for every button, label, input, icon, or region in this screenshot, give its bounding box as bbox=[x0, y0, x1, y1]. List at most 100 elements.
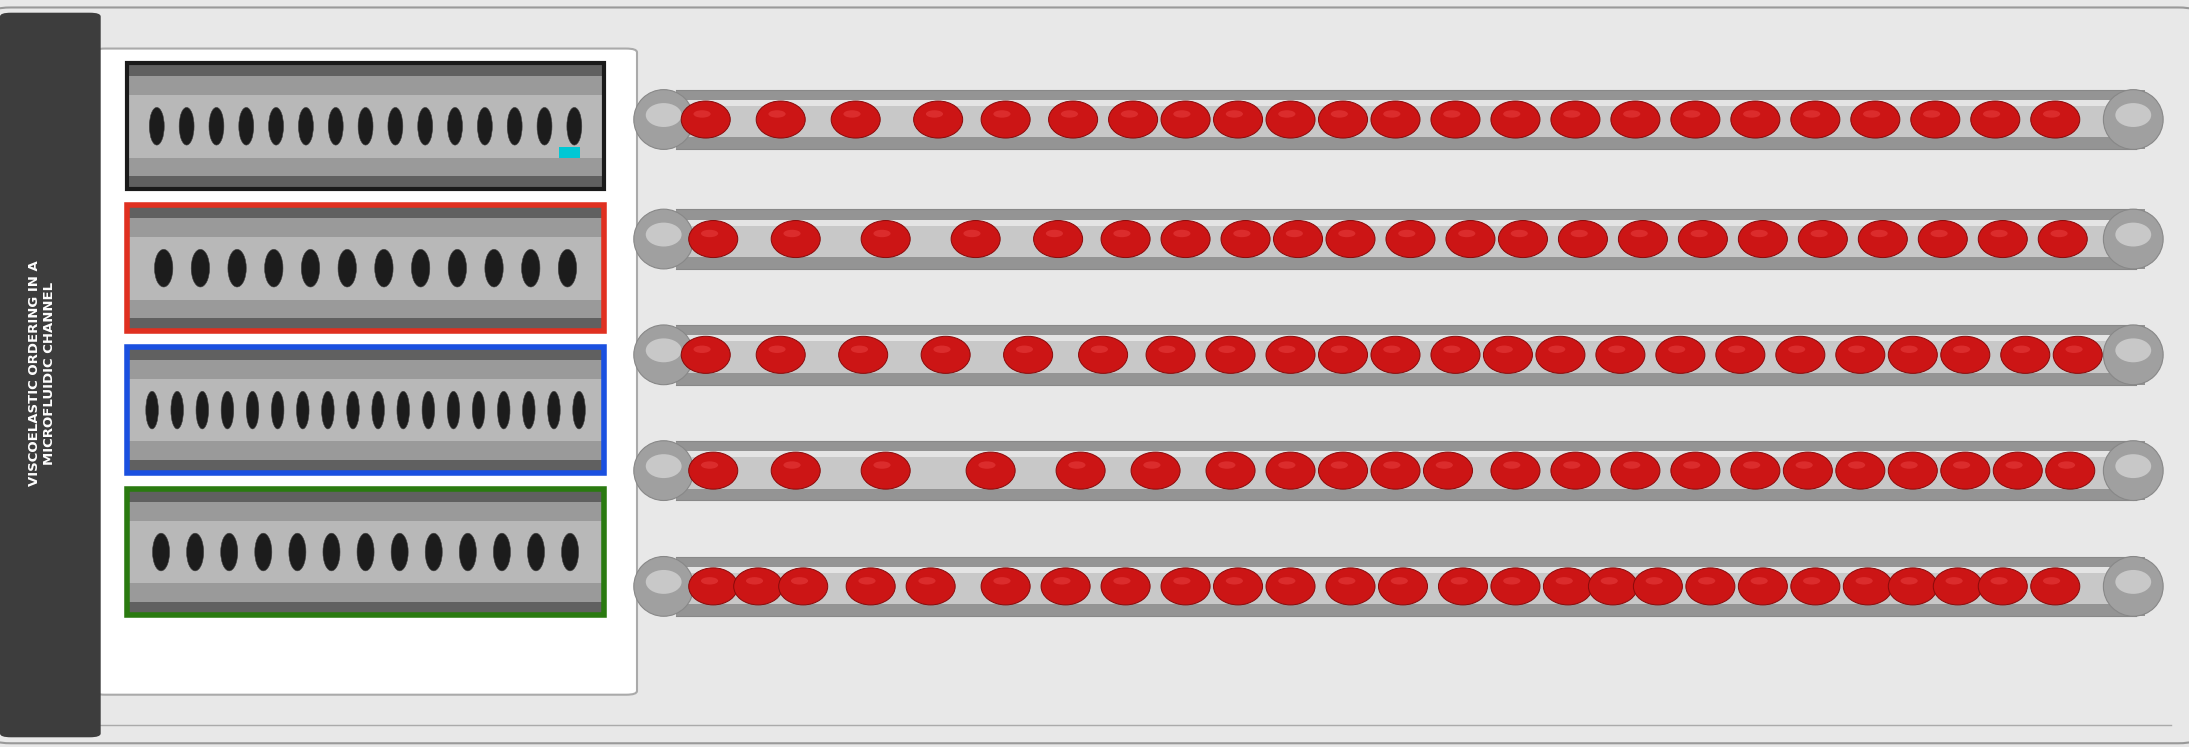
Ellipse shape bbox=[1226, 111, 1243, 118]
Bar bbox=[676, 209, 2145, 221]
Ellipse shape bbox=[646, 454, 681, 478]
Ellipse shape bbox=[994, 111, 1011, 118]
Ellipse shape bbox=[147, 391, 158, 429]
Ellipse shape bbox=[2066, 346, 2082, 353]
Ellipse shape bbox=[1837, 336, 1885, 374]
Ellipse shape bbox=[1837, 452, 1885, 489]
Ellipse shape bbox=[1589, 568, 1637, 605]
Ellipse shape bbox=[425, 533, 442, 571]
Bar bbox=[127, 218, 604, 318]
Ellipse shape bbox=[418, 108, 433, 145]
Ellipse shape bbox=[1278, 346, 1296, 353]
Ellipse shape bbox=[523, 391, 534, 429]
Ellipse shape bbox=[1611, 452, 1659, 489]
Ellipse shape bbox=[1132, 452, 1180, 489]
Ellipse shape bbox=[1556, 577, 1574, 585]
Ellipse shape bbox=[208, 108, 223, 145]
Ellipse shape bbox=[635, 209, 694, 269]
Ellipse shape bbox=[271, 391, 285, 429]
Ellipse shape bbox=[1337, 230, 1355, 238]
Ellipse shape bbox=[1679, 220, 1727, 258]
Ellipse shape bbox=[1543, 568, 1591, 605]
Bar bbox=[127, 76, 604, 176]
Ellipse shape bbox=[1559, 220, 1607, 258]
Ellipse shape bbox=[1994, 452, 2042, 489]
Ellipse shape bbox=[1390, 577, 1408, 585]
Ellipse shape bbox=[1942, 336, 1990, 374]
Ellipse shape bbox=[933, 346, 950, 353]
Ellipse shape bbox=[153, 533, 169, 571]
Ellipse shape bbox=[1049, 101, 1097, 138]
Ellipse shape bbox=[190, 249, 210, 287]
Ellipse shape bbox=[1799, 220, 1848, 258]
Ellipse shape bbox=[1504, 462, 1521, 469]
Ellipse shape bbox=[1219, 346, 1235, 353]
Ellipse shape bbox=[1053, 577, 1070, 585]
Ellipse shape bbox=[965, 452, 1016, 489]
Ellipse shape bbox=[1596, 336, 1644, 374]
Ellipse shape bbox=[473, 391, 486, 429]
Ellipse shape bbox=[1848, 462, 1865, 469]
Ellipse shape bbox=[372, 391, 385, 429]
Ellipse shape bbox=[733, 568, 784, 605]
Ellipse shape bbox=[1900, 462, 1918, 469]
Ellipse shape bbox=[1742, 462, 1760, 469]
Ellipse shape bbox=[1738, 568, 1788, 605]
Ellipse shape bbox=[497, 391, 510, 429]
Bar bbox=[127, 489, 604, 615]
Bar bbox=[127, 502, 604, 602]
Ellipse shape bbox=[1716, 336, 1764, 374]
Bar bbox=[676, 451, 2145, 457]
Bar bbox=[127, 360, 604, 460]
Ellipse shape bbox=[1383, 346, 1401, 353]
Ellipse shape bbox=[186, 533, 204, 571]
Ellipse shape bbox=[646, 103, 681, 127]
FancyBboxPatch shape bbox=[0, 13, 101, 737]
Ellipse shape bbox=[1872, 230, 1887, 238]
Ellipse shape bbox=[346, 391, 359, 429]
Ellipse shape bbox=[1609, 346, 1624, 353]
Ellipse shape bbox=[322, 391, 335, 429]
Ellipse shape bbox=[1386, 220, 1436, 258]
Ellipse shape bbox=[1438, 568, 1489, 605]
Ellipse shape bbox=[1931, 230, 1948, 238]
Ellipse shape bbox=[1731, 452, 1780, 489]
Ellipse shape bbox=[1550, 452, 1600, 489]
Ellipse shape bbox=[913, 101, 963, 138]
Ellipse shape bbox=[1399, 230, 1416, 238]
Ellipse shape bbox=[2042, 111, 2060, 118]
Ellipse shape bbox=[1504, 111, 1521, 118]
Bar bbox=[676, 220, 2145, 226]
Ellipse shape bbox=[646, 223, 681, 247]
Ellipse shape bbox=[1788, 346, 1806, 353]
Ellipse shape bbox=[1550, 101, 1600, 138]
Ellipse shape bbox=[1079, 336, 1127, 374]
Ellipse shape bbox=[1055, 452, 1105, 489]
Ellipse shape bbox=[1979, 568, 2027, 605]
Ellipse shape bbox=[690, 568, 738, 605]
Ellipse shape bbox=[694, 111, 711, 118]
Ellipse shape bbox=[2038, 220, 2088, 258]
Bar bbox=[676, 90, 2145, 149]
Ellipse shape bbox=[2115, 338, 2152, 362]
Ellipse shape bbox=[155, 249, 173, 287]
Ellipse shape bbox=[1751, 230, 1769, 238]
Text: VISCOELASTIC ORDERING IN A
MICROFLUIDIC CHANNEL: VISCOELASTIC ORDERING IN A MICROFLUIDIC … bbox=[28, 261, 55, 486]
Ellipse shape bbox=[2104, 325, 2163, 385]
Bar bbox=[676, 604, 2145, 616]
Ellipse shape bbox=[254, 533, 271, 571]
Ellipse shape bbox=[179, 108, 195, 145]
Ellipse shape bbox=[1848, 346, 1865, 353]
Ellipse shape bbox=[635, 557, 694, 616]
Bar bbox=[127, 63, 604, 189]
Ellipse shape bbox=[1946, 577, 1964, 585]
Ellipse shape bbox=[1510, 230, 1528, 238]
Ellipse shape bbox=[1327, 220, 1375, 258]
FancyBboxPatch shape bbox=[0, 7, 2189, 743]
Ellipse shape bbox=[1889, 336, 1937, 374]
Ellipse shape bbox=[981, 568, 1031, 605]
Ellipse shape bbox=[1618, 220, 1668, 258]
Ellipse shape bbox=[1624, 462, 1640, 469]
Ellipse shape bbox=[1443, 111, 1460, 118]
Ellipse shape bbox=[1491, 568, 1539, 605]
